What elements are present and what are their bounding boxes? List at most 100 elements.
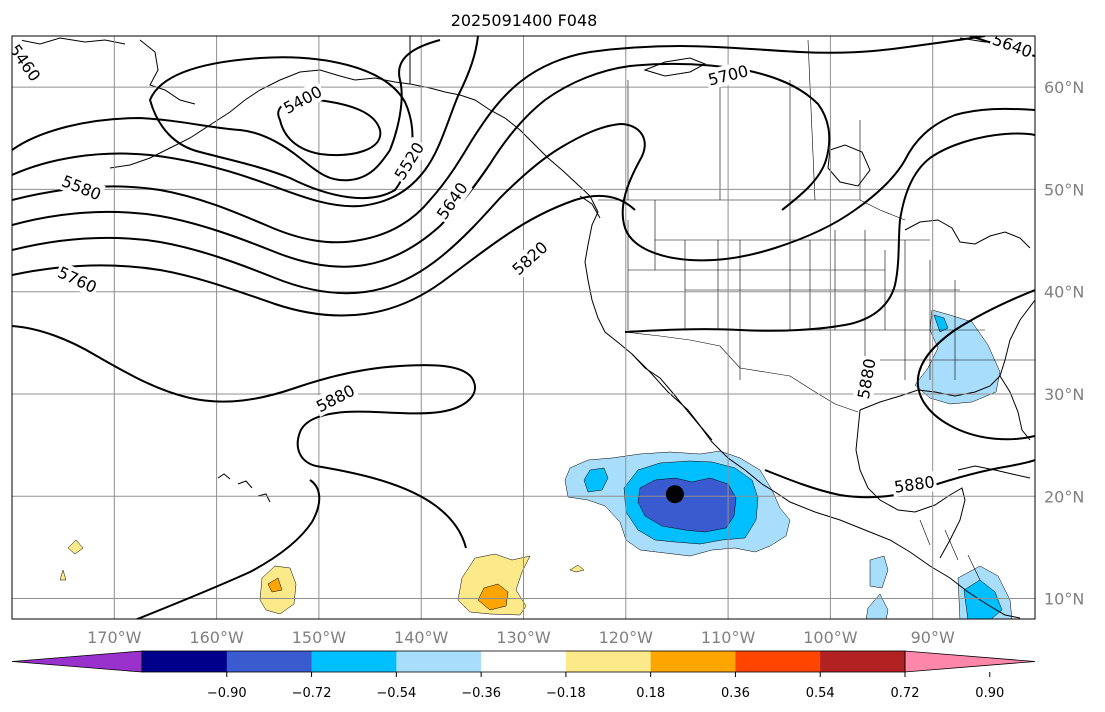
colorbar-segment [396, 651, 482, 672]
colorbar-tick-label: 0.18 [636, 686, 665, 701]
cuba-outline [957, 465, 1031, 479]
latitude-labels: 60°N 50°N 40°N 30°N 20°N 10°N [1044, 78, 1084, 608]
colorbar-segment [142, 651, 228, 672]
lon-tick-label: 100°W [803, 628, 858, 647]
contour-5640-main [12, 36, 986, 244]
lon-tick-label: 120°W [599, 628, 654, 647]
colorbar-segment [820, 651, 906, 672]
lat-tick-label: 60°N [1044, 78, 1084, 97]
map-title: 2025091400 F048 [451, 11, 598, 30]
lon-tick-label: 90°W [911, 628, 955, 647]
baja-california [631, 353, 713, 441]
gulf-negative-anomaly-dark-region [933, 314, 949, 333]
florida-outline [999, 375, 1031, 441]
anomaly-shading [59, 309, 1013, 619]
vancouver-island [579, 195, 601, 219]
graticule [12, 36, 1035, 619]
central-america-negative-anomaly-region-2 [865, 593, 889, 619]
positive-anomaly-mid-region [477, 583, 509, 611]
negative-anomaly-dark-region [637, 477, 737, 533]
colorbar-tick-label: −0.54 [376, 686, 416, 701]
lat-tick-label: 50°N [1044, 180, 1084, 199]
colorbar-frame [141, 650, 906, 673]
lon-tick-label: 170°W [87, 628, 142, 647]
contour-label-bg [311, 379, 360, 417]
lat-tick-label: 10°N [1044, 590, 1084, 609]
contour-label-bg [988, 36, 1035, 63]
great-lakes [904, 219, 1031, 249]
contour-5880-lower [134, 479, 321, 619]
central-america-boundaries [919, 519, 981, 581]
lon-tick-label: 140°W [394, 628, 449, 647]
colorbar-segment [311, 651, 397, 672]
alaska-coastline [409, 36, 599, 213]
colorbar-tick-label: 0.54 [806, 686, 835, 701]
contour-label-bg [53, 261, 102, 298]
canada-province-boundaries [627, 39, 861, 201]
contour-label-bg [388, 136, 430, 185]
mexico-gulf-coast [855, 409, 966, 559]
colorbar-segment [481, 651, 567, 672]
contour-label-bg [852, 355, 880, 403]
lon-tick-label: 150°W [292, 628, 347, 647]
gulf-negative-anomaly-region [914, 309, 1001, 405]
colorbar-extend-low [11, 650, 143, 673]
contour-label: 5880 [852, 355, 880, 403]
colorbar-tick-label: 0.36 [721, 686, 750, 701]
colorbar: −0.90 −0.72 −0.54 −0.36 −0.18 0.18 0.36 0.54 0.7… [11, 650, 1036, 701]
contour-5520 [12, 39, 441, 182]
colorbar-extend-high [904, 650, 1036, 673]
arctic-coast [19, 37, 126, 45]
hawaii-islands [217, 473, 271, 503]
colorbar-tick-label: −0.18 [546, 686, 586, 701]
positive-anomaly-tiny-region-2 [59, 569, 67, 581]
negative-anomaly-small-region [583, 467, 609, 493]
central-america-negative-anomaly-region [869, 555, 889, 589]
map-frame [11, 35, 1036, 620]
contour-label-bg [431, 176, 473, 225]
colorbar-segment [226, 651, 313, 672]
contour-5880-main [12, 325, 476, 549]
colorbar-tick-label: −0.90 [207, 686, 247, 701]
contour-5820-east [624, 132, 1035, 333]
bering-coast [139, 39, 196, 105]
contour-label-bg [506, 235, 553, 281]
longitude-labels: 170°W 160°W 150°W 140°W 130°W 120°W 110°W 100°W… [87, 628, 955, 647]
height-contours [12, 36, 1035, 619]
contour-5820 [12, 194, 636, 317]
contour-label-bg [12, 38, 47, 87]
contour-label-bg [278, 80, 327, 119]
gulf-coast [859, 299, 1035, 411]
lon-tick-label: 130°W [496, 628, 551, 647]
alaska-west-coastline [109, 69, 411, 169]
storm-center-marker [665, 485, 684, 504]
contour-5580 [12, 36, 479, 208]
colorbar-tick-label: −0.72 [292, 686, 332, 701]
lon-tick-label: 160°W [189, 628, 244, 647]
lon-tick-label: 110°W [701, 628, 756, 647]
contour-5760 [12, 107, 1035, 295]
contour-5880-gulf [916, 289, 1035, 441]
lat-tick-label: 20°N [1044, 487, 1084, 506]
positive-anomaly-tiny-region-3 [569, 564, 585, 573]
contour-5700 [12, 62, 831, 268]
us-mexico-border [624, 331, 859, 413]
colorbar-tick-label: 0.72 [891, 686, 920, 701]
coastlines [19, 36, 1035, 619]
colorbar-segment [565, 651, 652, 672]
contour-label-bg [704, 59, 752, 90]
mexico-pacific-coast [774, 491, 1021, 619]
positive-anomaly-tiny-region [67, 539, 84, 555]
lat-tick-label: 40°N [1044, 283, 1084, 302]
positive-anomaly-light-region [457, 553, 531, 616]
colorbar-tick-label: −0.36 [461, 686, 501, 701]
contour-label-bg [891, 471, 938, 497]
contour-label-bg [57, 169, 106, 205]
colorbar-segment [735, 651, 821, 672]
positive-anomaly-west-mid-region [267, 577, 283, 593]
lat-tick-label: 30°N [1044, 385, 1084, 404]
colorbar-tick-label: 0.90 [975, 686, 1004, 701]
colorbar-segment [650, 651, 736, 672]
